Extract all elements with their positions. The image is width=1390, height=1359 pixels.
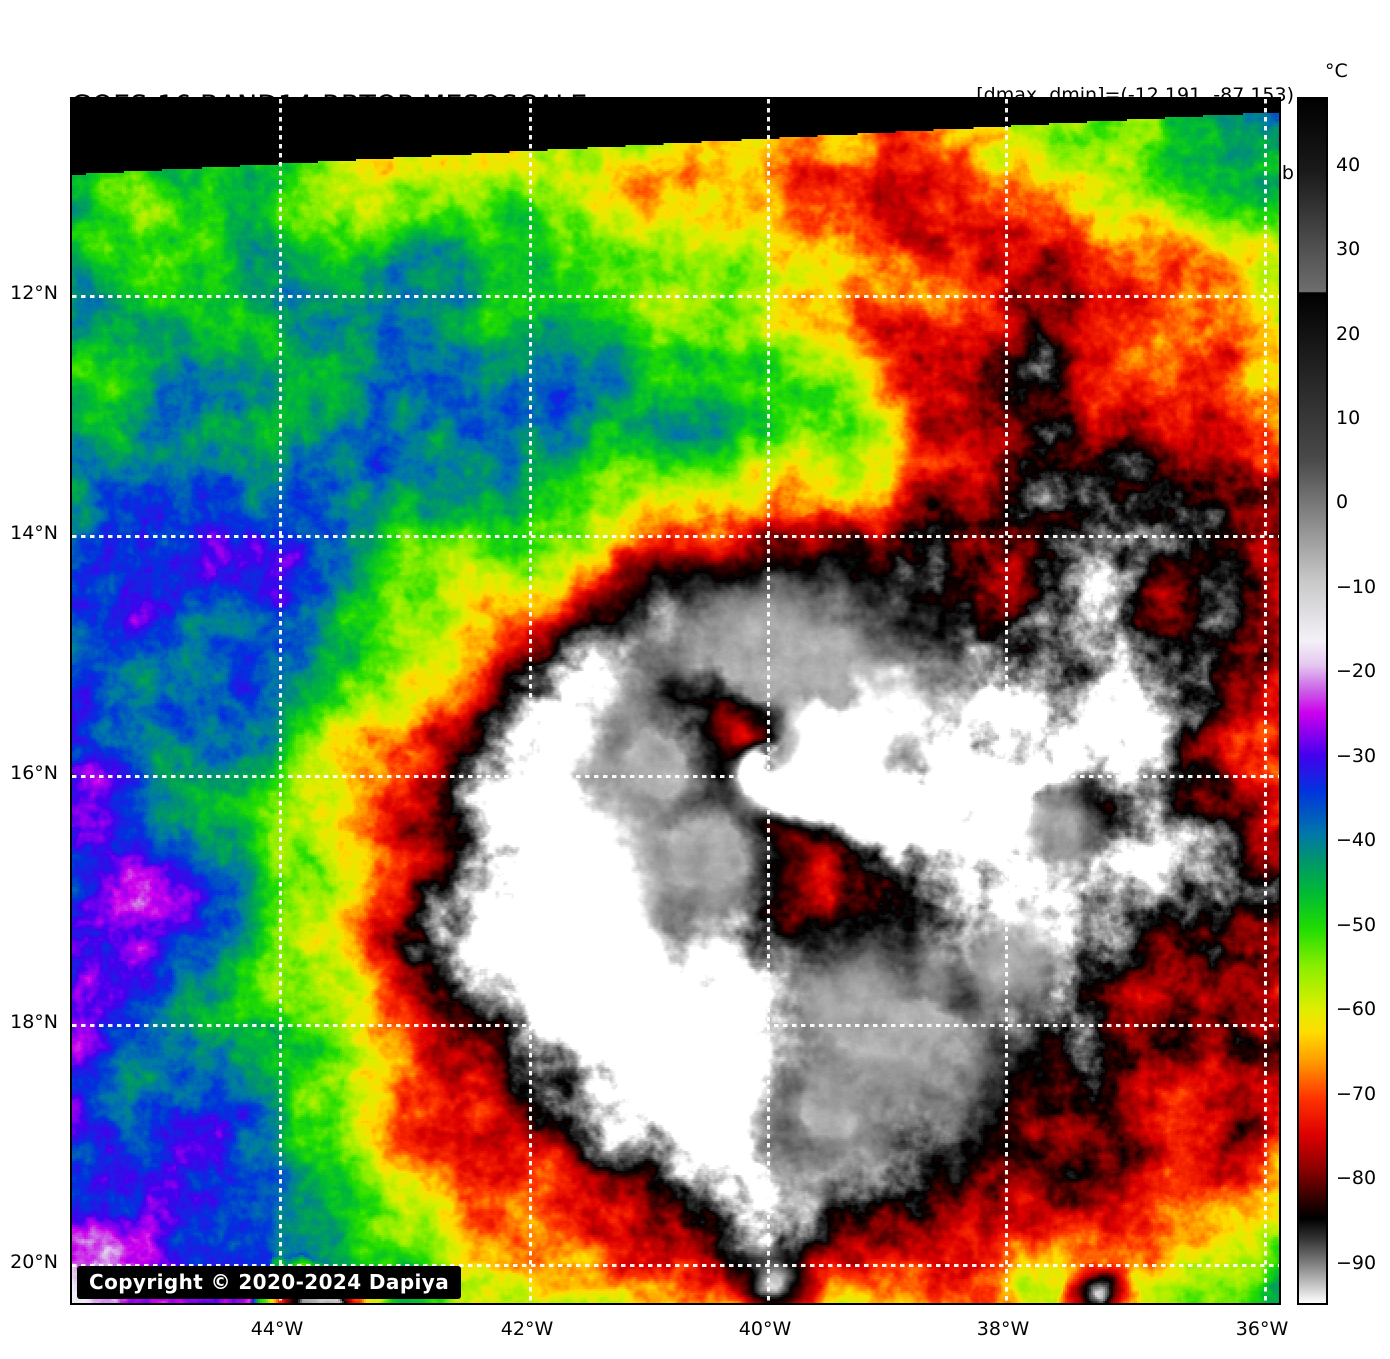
colorbar-tick--40: −40 — [1336, 829, 1377, 852]
colorbar-tick--80: −80 — [1336, 1167, 1377, 1190]
lat-tick-18: 18°N — [10, 1011, 58, 1033]
colorbar-tick--60: −60 — [1336, 998, 1377, 1021]
colorbar-tick--70: −70 — [1336, 1082, 1377, 1105]
colorbar-tick--50: −50 — [1336, 913, 1377, 936]
colorbar-tick--20: −20 — [1336, 660, 1377, 683]
colorbar-tick--30: −30 — [1336, 744, 1377, 767]
colorbar-tick-10: 10 — [1336, 407, 1361, 429]
lon-tick-40: 40°W — [738, 1318, 792, 1340]
lat-tick-14: 14°N — [10, 522, 58, 544]
colorbar-tick--10: −10 — [1336, 575, 1377, 598]
lon-tick-38: 38°W — [976, 1318, 1030, 1340]
lat-tick-12: 12°N — [10, 282, 58, 304]
temperature-colorbar — [1297, 97, 1328, 1305]
colorbar-tick-30: 30 — [1336, 238, 1361, 261]
colorbar-tick-0: 0 — [1336, 491, 1349, 514]
lon-tick-36: 36°W — [1235, 1318, 1289, 1340]
satellite-image-panel: Copyright © 2020-2024 Dapiya — [70, 97, 1281, 1305]
colorbar-tick-20: 20 — [1336, 322, 1361, 345]
colorbar-tick--90: −90 — [1336, 1251, 1377, 1274]
colorbar-gradient — [1299, 99, 1326, 1303]
lat-tick-16: 16°N — [10, 762, 58, 784]
colorbar-tick-40: 40 — [1336, 153, 1361, 176]
copyright-label: Copyright © 2020-2024 Dapiya — [77, 1266, 462, 1299]
colorbar-unit-label: °C — [1325, 60, 1348, 82]
lat-tick-20: 20°N — [10, 1251, 58, 1273]
satellite-imagery — [72, 99, 1279, 1303]
lon-tick-44: 44°W — [250, 1318, 304, 1340]
lon-tick-42: 42°W — [500, 1318, 554, 1340]
